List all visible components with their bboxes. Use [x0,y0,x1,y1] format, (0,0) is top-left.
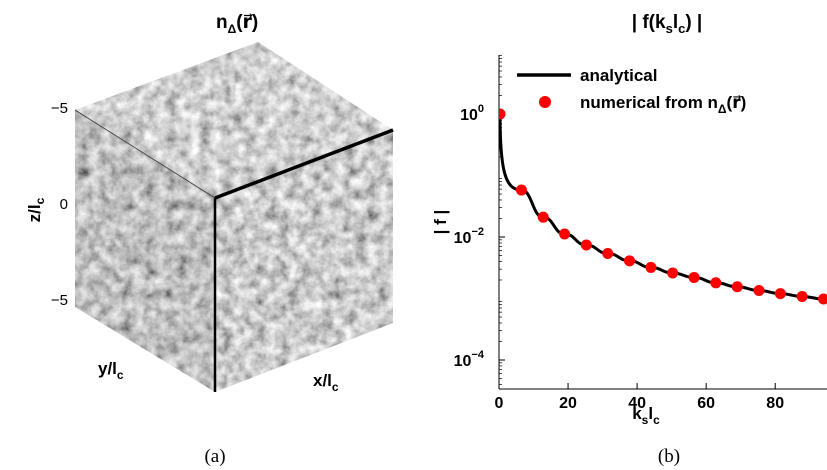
numerical-point [818,294,827,305]
numerical-point [667,267,678,278]
caption-a: (a) [204,446,225,467]
numerical-point [559,228,570,239]
legend-numerical-swatch [539,96,551,108]
numerical-point [775,288,786,299]
y-tick-label: 10−4 [454,349,485,370]
z-tick-bottom: −5 [51,292,68,309]
z-tick-top: −5 [51,100,68,117]
numerical-point [797,291,808,302]
x-axis-label: kslc [632,404,660,427]
numerical-point [495,109,506,120]
numerical-point [753,285,764,296]
numerical-point [710,277,721,288]
numerical-point [602,248,613,259]
x-tick-label: 20 [559,395,577,412]
numerical-point [624,255,635,266]
z-axis-label: z/lc [25,197,47,222]
chart-title: | f(kslc) | [632,12,703,36]
y-tick-label: 10−2 [454,226,484,247]
y-axis-label-3d: y/lc [98,359,124,382]
analytical-curve [500,114,827,302]
cube-title: nΔ(r⃗) [216,12,258,36]
x-tick-label: 60 [697,395,715,412]
cube-panel [70,38,400,400]
numerical-point [645,262,656,273]
legend-analytical-label: analytical [580,66,658,85]
numerical-point [581,240,592,251]
numerical-point [689,272,700,283]
y-axis-label: | f | [431,210,450,235]
x-tick-label: 0 [495,395,504,412]
numerical-point [538,212,549,223]
y-tick-label: 100 [460,103,484,124]
z-tick-middle: 0 [60,196,68,213]
y-ticks: 100 10−2 10−4 [454,55,505,384]
legend-numerical-label: numerical from nΔ(r⃗) [580,93,746,116]
numerical-point [516,185,527,196]
caption-b: (b) [658,446,680,467]
x-axis-label-3d: x/lc [313,371,339,394]
numerical-point [732,281,743,292]
legend: analytical numerical from nΔ(r⃗) [517,66,746,116]
numerical-points [495,109,827,305]
x-tick-label: 80 [766,395,784,412]
